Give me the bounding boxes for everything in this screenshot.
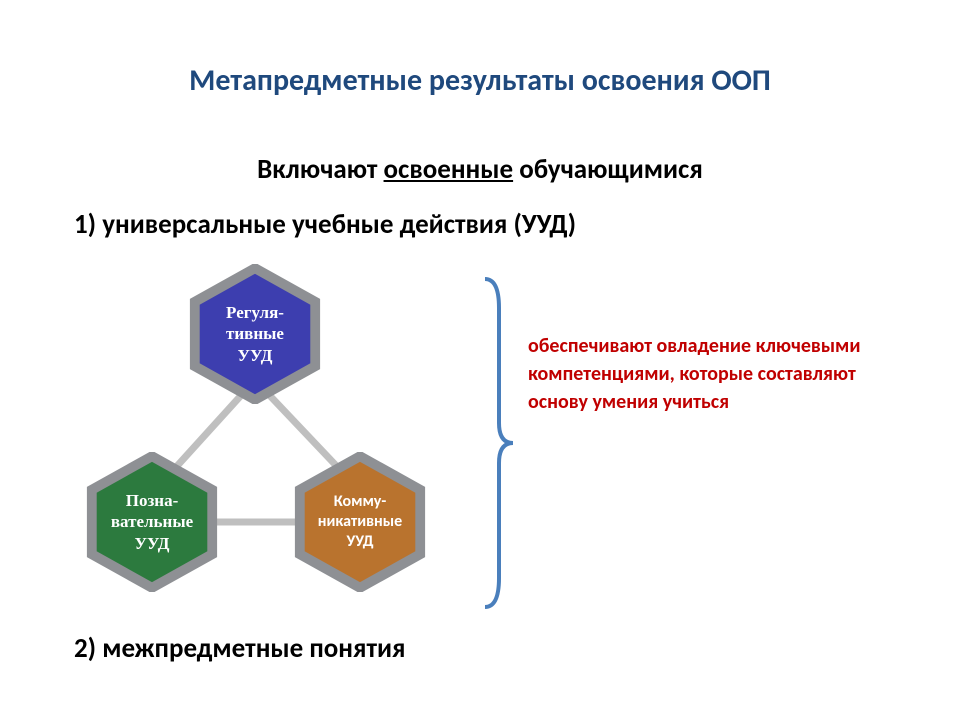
subtitle: Включают освоенные обучающимися <box>0 153 960 186</box>
hex-right-label: Комму- никативные УУД <box>310 492 410 552</box>
subtitle-underlined: освоенные <box>384 153 514 186</box>
hex-top-label: Регуля- тивные УУД <box>218 302 292 366</box>
hex-left-line2: вательные <box>111 512 193 531</box>
list-item-2: 2) межпредметные понятия <box>74 632 405 665</box>
hex-top-line3: УУД <box>238 346 273 365</box>
hex-left-label: Позна- вательные УУД <box>103 490 201 554</box>
title-text: Метапредметные результаты освоения ООП <box>189 62 771 99</box>
bracket-icon <box>477 273 517 613</box>
hex-top-line1: Регуля- <box>226 303 284 322</box>
hex-right-line2: никативные <box>318 512 402 531</box>
hex-left-line1: Позна- <box>126 491 179 510</box>
hex-right: Комму- никативные УУД <box>290 452 430 592</box>
subtitle-prefix: Включают <box>257 153 383 186</box>
hex-left: Позна- вательные УУД <box>82 452 222 592</box>
hex-top-line2: тивные <box>226 324 284 343</box>
subtitle-suffix: обучающимися <box>513 153 703 186</box>
page-title: Метапредметные результаты освоения ООП <box>0 62 960 99</box>
hex-left-line3: УУД <box>135 534 170 553</box>
side-description-text: обеспечивают овладение ключевыми компете… <box>528 334 860 414</box>
list-item-1: 1) универсальные учебные действия (УУД) <box>74 208 576 241</box>
hex-diagram: Регуля- тивные УУД Позна- вательные УУД … <box>70 260 480 620</box>
hex-right-line3: УУД <box>346 532 373 551</box>
side-description: обеспечивают овладение ключевыми компете… <box>528 332 868 416</box>
hex-top: Регуля- тивные УУД <box>185 264 325 404</box>
hex-right-line1: Комму- <box>334 492 387 511</box>
